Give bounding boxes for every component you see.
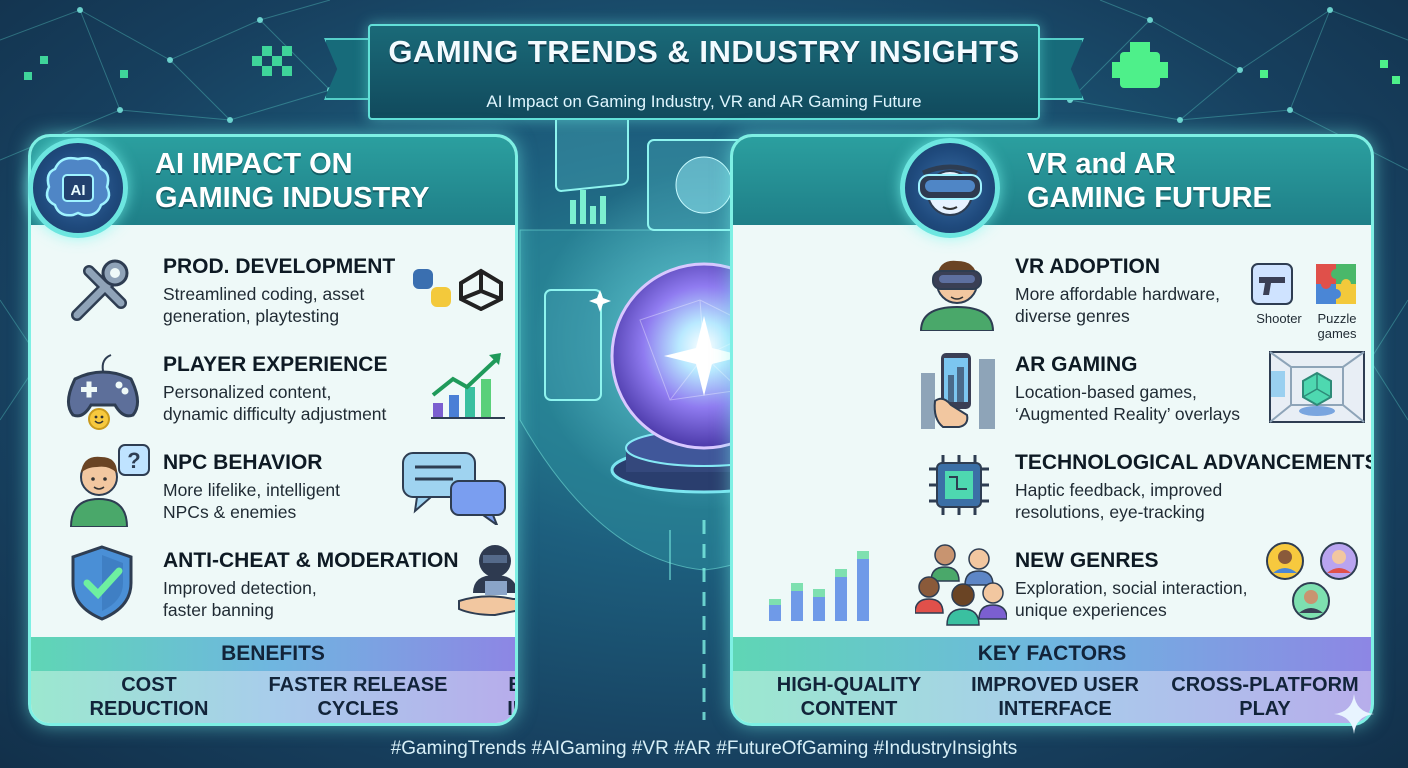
factor-line1: CROSS-PLATFORM bbox=[1171, 674, 1359, 696]
factor-line2: PLAY bbox=[1239, 698, 1291, 720]
factor-high-quality-content: HIGH-QUALITY CONTENT bbox=[751, 673, 947, 721]
gamepad-icon bbox=[67, 354, 139, 430]
shield-check-icon bbox=[71, 545, 133, 621]
wrench-screwdriver-icon bbox=[71, 259, 129, 321]
benefit-line1: COST bbox=[121, 674, 177, 696]
avatar-circles-icon bbox=[1266, 542, 1358, 620]
benefit-faster-release: FASTER RELEASE CYCLES bbox=[253, 673, 463, 721]
vr-panel-title-line1: VR and AR bbox=[1027, 148, 1176, 180]
puzzle-label-line2: games bbox=[1317, 326, 1357, 341]
chip-icon bbox=[929, 455, 989, 515]
ai-item-heading: PLAYER EXPERIENCE bbox=[163, 353, 388, 376]
ai-item-desc-line2: dynamic difficulty adjustment bbox=[163, 404, 387, 424]
python-unity-logos-icon bbox=[413, 268, 503, 311]
factor-cross-platform: CROSS-PLATFORM PLAY bbox=[1161, 673, 1369, 721]
ai-item-description: More lifelike, intelligent NPCs & enemie… bbox=[163, 479, 340, 523]
benefit-line1: FASTER RELEASE bbox=[268, 674, 448, 696]
vr-item-desc-line1: Haptic feedback, improved bbox=[1015, 480, 1223, 500]
benefit-line2: REDUCTION bbox=[89, 698, 209, 720]
key-factors-title: KEY FACTORS bbox=[733, 637, 1371, 671]
vr-item-desc-line1: More affordable hardware, bbox=[1015, 284, 1220, 304]
puzzle-game-icon bbox=[1316, 264, 1356, 304]
factor-line1: IMPROVED USER bbox=[971, 674, 1139, 696]
benefit-enhanced-immersion: ENHANCED IMMERSION bbox=[467, 673, 515, 721]
bar-chart-icon bbox=[769, 551, 869, 621]
shooter-game-icon bbox=[1251, 263, 1293, 305]
ai-item-description: Streamlined coding, asset generation, pl… bbox=[163, 283, 364, 327]
ar-room-icon bbox=[1269, 351, 1365, 423]
benefit-line1: ENHANCED bbox=[467, 673, 515, 697]
ai-item-description: Personalized content, dynamic difficulty… bbox=[163, 381, 386, 425]
ai-panel-title-line1: AI IMPACT ON bbox=[155, 148, 353, 180]
vr-item-description: Haptic feedback, improved resolutions, e… bbox=[1015, 479, 1222, 523]
factor-line1: HIGH-QUALITY bbox=[776, 674, 922, 696]
vr-panel-header: VR and AR GAMING FUTURE bbox=[733, 137, 1371, 225]
ai-brain-emblem: AI bbox=[28, 138, 128, 238]
puzzle-label: Puzzle games bbox=[1309, 311, 1365, 341]
ai-item-description: Improved detection, faster banning bbox=[163, 577, 317, 621]
benefits-row: COST REDUCTION FASTER RELEASE CYCLES ENH… bbox=[31, 671, 515, 723]
vr-item-heading: TECHNOLOGICAL ADVANCEMENTS bbox=[1015, 451, 1374, 474]
factor-line2: INTERFACE bbox=[998, 698, 1112, 720]
ai-item-desc-line1: Personalized content, bbox=[163, 382, 332, 402]
people-group-icon bbox=[915, 544, 1007, 626]
vr-item-desc-line2: resolutions, eye-tracking bbox=[1015, 502, 1205, 522]
page-title: GAMING TRENDS & INDUSTRY INSIGHTS bbox=[388, 34, 1020, 69]
sparkle-icon bbox=[1334, 694, 1374, 734]
vr-headset-emblem bbox=[900, 138, 1000, 238]
vr-item-desc-line2: diverse genres bbox=[1015, 306, 1130, 326]
ai-panel-title: AI IMPACT ON GAMING INDUSTRY bbox=[155, 147, 515, 215]
vr-item-description: Location-based games, ‘Augmented Reality… bbox=[1015, 381, 1240, 425]
vr-item-heading: NEW GENRES bbox=[1015, 549, 1159, 572]
benefit-line2: CYCLES bbox=[317, 698, 399, 720]
vr-panel-title: VR and AR GAMING FUTURE bbox=[1027, 147, 1367, 215]
vr-item-desc-line2: unique experiences bbox=[1015, 600, 1167, 620]
vr-headset-person-icon bbox=[919, 260, 995, 331]
benefits-title: BENEFITS bbox=[31, 637, 515, 671]
npc-person-icon: ? bbox=[69, 444, 150, 527]
ai-panel-title-line2: GAMING INDUSTRY bbox=[155, 182, 430, 214]
ai-item-desc-line2: faster banning bbox=[163, 600, 274, 620]
page-subtitle: AI Impact on Gaming Industry, VR and AR … bbox=[486, 92, 922, 111]
ai-item-desc-line1: Streamlined coding, asset bbox=[163, 284, 365, 304]
puzzle-label-line1: Puzzle bbox=[1317, 311, 1357, 326]
ai-item-desc-line1: More lifelike, intelligent bbox=[163, 480, 341, 500]
vr-item-desc-line1: Location-based games, bbox=[1015, 382, 1197, 402]
hacker-hand-icon bbox=[458, 545, 515, 617]
ai-brain-icon: AI bbox=[45, 156, 111, 217]
vr-ar-panel: VR and AR GAMING FUTURE VR ADOPTION More… bbox=[730, 134, 1374, 726]
vr-item-heading: VR ADOPTION bbox=[1015, 255, 1161, 278]
benefit-line2: IMMERSION bbox=[507, 698, 515, 720]
ai-item-desc-line2: generation, playtesting bbox=[163, 306, 340, 326]
chat-bubbles-icon bbox=[402, 452, 506, 525]
ai-item-heading: PROD. DEVELOPMENT bbox=[163, 255, 396, 278]
vr-item-desc-line2: ‘Augmented Reality’ overlays bbox=[1015, 404, 1241, 424]
svg-text:?: ? bbox=[127, 448, 140, 473]
svg-text:AI: AI bbox=[71, 182, 86, 199]
title-banner: GAMING TRENDS & INDUSTRY INSIGHTS AI Imp… bbox=[368, 24, 1040, 120]
benefit-cost-reduction: COST REDUCTION bbox=[51, 673, 247, 721]
vr-item-description: Exploration, social interaction, unique … bbox=[1015, 577, 1247, 621]
ai-item-heading: NPC BEHAVIOR bbox=[163, 451, 323, 474]
shooter-label: Shooter bbox=[1256, 311, 1302, 326]
ai-item-desc-line1: Improved detection, bbox=[163, 578, 317, 598]
title-plate bbox=[368, 24, 1040, 120]
ai-item-heading: ANTI-CHEAT & MODERATION bbox=[163, 549, 459, 572]
vr-headset-icon bbox=[918, 164, 982, 216]
footer-hashtags: #GamingTrends #AIGaming #VR #AR #FutureO… bbox=[390, 738, 1018, 759]
key-factors-row: HIGH-QUALITY CONTENT IMPROVED USER INTER… bbox=[733, 671, 1371, 723]
vr-panel-title-line2: GAMING FUTURE bbox=[1027, 182, 1272, 214]
ar-phone-icon bbox=[921, 353, 995, 429]
factor-line2: CONTENT bbox=[800, 698, 898, 720]
vr-item-heading: AR GAMING bbox=[1015, 353, 1138, 376]
ai-item-desc-line2: NPCs & enemies bbox=[163, 502, 297, 522]
factor-improved-ui: IMPROVED USER INTERFACE bbox=[955, 673, 1155, 721]
rising-chart-icon bbox=[431, 353, 505, 419]
vr-item-description: More affordable hardware, diverse genres bbox=[1015, 283, 1220, 327]
vr-item-desc-line1: Exploration, social interaction, bbox=[1015, 578, 1248, 598]
